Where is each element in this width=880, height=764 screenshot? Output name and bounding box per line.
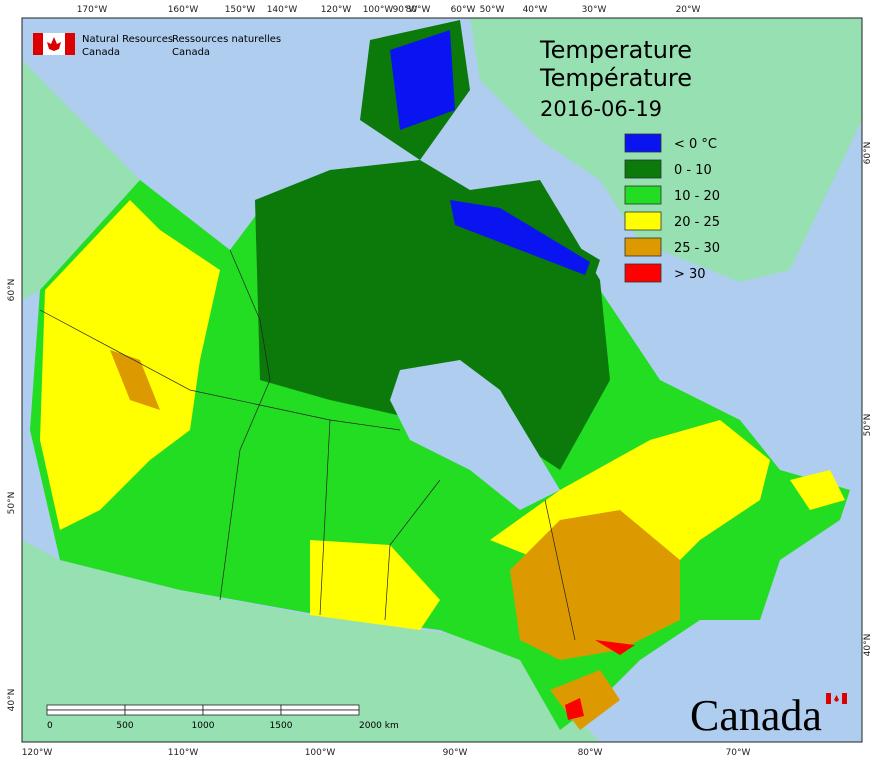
longitude-label: 80°W bbox=[406, 5, 431, 15]
baffin-ice bbox=[450, 200, 590, 275]
scale-segment bbox=[280, 709, 360, 716]
boundary bbox=[219, 249, 271, 601]
hot-spot bbox=[565, 698, 584, 720]
wordmark: Canada bbox=[690, 691, 822, 740]
longitude-label: 20°W bbox=[676, 5, 701, 15]
title-en: Temperature bbox=[539, 36, 692, 64]
legend-swatch bbox=[624, 159, 662, 179]
latitude-label: 60°N bbox=[7, 279, 17, 302]
legend: < 0 °C 0 - 10 10 - 20 20 - 25 25 - 30 > 30 bbox=[624, 133, 720, 283]
legend-label: < 0 °C bbox=[674, 137, 717, 152]
longitude-label: 30°W bbox=[582, 5, 607, 15]
central-25-30 bbox=[510, 510, 680, 660]
longitude-label: 100°W bbox=[363, 5, 394, 15]
latitude-label: 60°N bbox=[863, 142, 873, 165]
longitude-label: 150°W bbox=[225, 5, 256, 15]
scale-label: 0 bbox=[47, 721, 53, 731]
boundary bbox=[544, 499, 576, 641]
latitude-label: 50°N bbox=[7, 492, 17, 515]
agency-fr: Ressources naturelles bbox=[172, 34, 281, 45]
latitude-label: 50°N bbox=[863, 414, 873, 437]
newfoundland bbox=[790, 470, 845, 510]
nrcan-logo: Natural Resources Canada Ressources natu… bbox=[33, 33, 281, 58]
legend-label: 20 - 25 bbox=[674, 215, 720, 230]
longitude-label: 90°W bbox=[393, 5, 418, 15]
united-states bbox=[22, 540, 600, 742]
agency-en: Canada bbox=[82, 47, 120, 58]
legend-swatch bbox=[624, 237, 662, 257]
longitude-label: 160°W bbox=[168, 5, 199, 15]
longitude-label: 170°W bbox=[77, 5, 108, 15]
scale-label: 1000 bbox=[192, 721, 215, 731]
longitude-label: 110°W bbox=[168, 748, 199, 758]
prairie-20-25 bbox=[310, 540, 440, 630]
boundary bbox=[39, 309, 401, 431]
scale-segment bbox=[202, 709, 282, 716]
scale-segment bbox=[124, 709, 204, 716]
map-frame bbox=[21, 17, 863, 743]
frame-border bbox=[21, 17, 863, 743]
agency-en: Natural Resources bbox=[82, 34, 173, 45]
scale-segment bbox=[46, 704, 126, 711]
south-ontario bbox=[550, 670, 620, 730]
legend-swatch bbox=[624, 211, 662, 231]
latitude-label: 40°N bbox=[863, 634, 873, 657]
scale-segment bbox=[124, 704, 204, 711]
flag-bar bbox=[65, 33, 75, 55]
longitude-label: 80°W bbox=[578, 748, 603, 758]
longitude-label: 90°W bbox=[443, 748, 468, 758]
agency-fr: Canada bbox=[172, 47, 210, 58]
longitude-label: 50°W bbox=[480, 5, 505, 15]
title-fr: Température bbox=[539, 64, 692, 92]
longitude-label: 140°W bbox=[267, 5, 298, 15]
legend-label: 0 - 10 bbox=[674, 163, 712, 178]
canada-wordmark: Canada bbox=[690, 691, 847, 740]
legend-swatch bbox=[624, 185, 662, 205]
west-25-30 bbox=[110, 350, 160, 410]
boundary bbox=[319, 419, 331, 616]
legend-label: 10 - 20 bbox=[674, 189, 720, 204]
legend-swatch bbox=[624, 263, 662, 283]
scale-label: 1500 bbox=[270, 721, 293, 731]
graticule-labels: 170°W 160°W 150°W 140°W 120°W 100°W 90°W80°W 60… bbox=[7, 5, 873, 758]
greenland bbox=[470, 18, 862, 282]
scale-segment bbox=[46, 709, 126, 716]
scale-segment bbox=[280, 704, 360, 711]
legend-swatch bbox=[624, 133, 662, 153]
longitude-label: 70°W bbox=[726, 748, 751, 758]
latitude-label: 40°N bbox=[7, 689, 17, 712]
title-date: 2016-06-19 bbox=[540, 97, 662, 121]
hudson-bay bbox=[390, 360, 560, 510]
flag-bar bbox=[826, 693, 831, 704]
longitude-label: 60°W bbox=[451, 5, 476, 15]
scale-label: 500 bbox=[116, 721, 133, 731]
longitude-label: 40°W bbox=[523, 5, 548, 15]
longitude-label: 120°W bbox=[22, 748, 53, 758]
longitude-label: 100°W bbox=[305, 748, 336, 758]
alaska bbox=[22, 60, 140, 300]
maple-leaf bbox=[834, 695, 839, 702]
scale-label: 2000 km bbox=[359, 721, 399, 731]
legend-label: 25 - 30 bbox=[674, 241, 720, 256]
scale-segment bbox=[202, 704, 282, 711]
legend-label: > 30 bbox=[674, 267, 706, 282]
longitude-label: 120°W bbox=[321, 5, 352, 15]
maple-leaf bbox=[47, 37, 61, 51]
boundary bbox=[384, 479, 441, 621]
flag-bar bbox=[33, 33, 43, 55]
flag-bar bbox=[842, 693, 847, 704]
ice-caps bbox=[390, 30, 455, 130]
scale-bar: 0 500 1000 1500 2000 km bbox=[46, 704, 399, 731]
hot-spot bbox=[595, 640, 635, 655]
